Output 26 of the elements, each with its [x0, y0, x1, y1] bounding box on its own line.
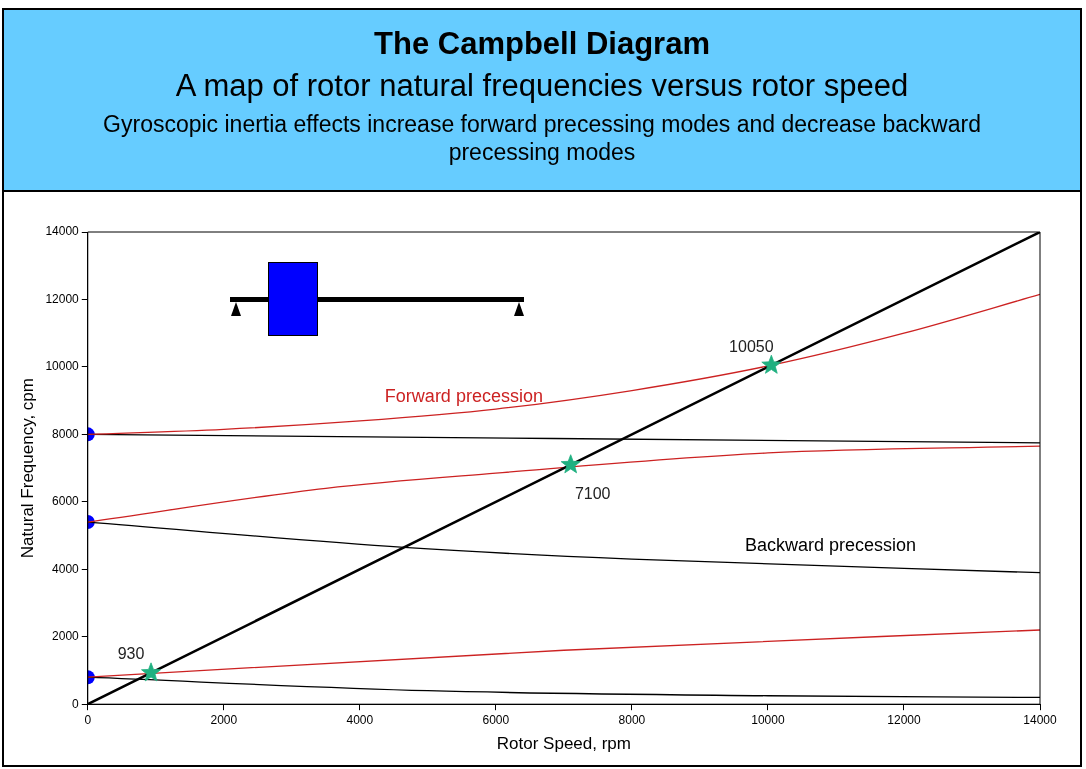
x-tick-label: 14000	[1023, 712, 1058, 727]
data-label: 10050	[729, 337, 774, 355]
chart-title: The Campbell Diagram	[373, 26, 711, 62]
x-tick-label: 0	[84, 712, 92, 727]
y-tick-label: 6000	[52, 494, 80, 509]
y-tick-label: 10000	[45, 359, 80, 374]
x-tick-label: 6000	[482, 712, 510, 727]
x-tick-label: 2000	[210, 712, 238, 727]
y-tick-label: 2000	[52, 629, 80, 644]
x-tick-label: 12000	[887, 712, 921, 727]
y-tick-label: 0	[72, 696, 80, 711]
y-axis-title: Natural Frequency, cpm	[17, 378, 37, 559]
text: Gyroscopic inertia effects increase forward precessing modes and decrease backward precessing modes	[102, 110, 982, 166]
data-label: 930	[117, 645, 145, 663]
annotation: Forward precession	[384, 386, 543, 407]
data-label: 7100	[574, 485, 611, 503]
x-tick-label: 10000	[751, 712, 785, 727]
y-tick-label: 8000	[52, 426, 80, 441]
y-tick-label: 4000	[52, 561, 80, 576]
x-axis-title: Rotor Speed, rpm	[496, 734, 631, 754]
annotation: Backward precession	[744, 534, 917, 555]
y-tick-label: 14000	[45, 224, 80, 239]
x-tick-label: 8000	[618, 712, 646, 727]
y-tick-label: 12000	[45, 291, 80, 306]
chart-subtitle: A map of rotor natural frequencies versus rotor speed	[174, 68, 910, 104]
x-tick-label: 4000	[346, 712, 374, 727]
